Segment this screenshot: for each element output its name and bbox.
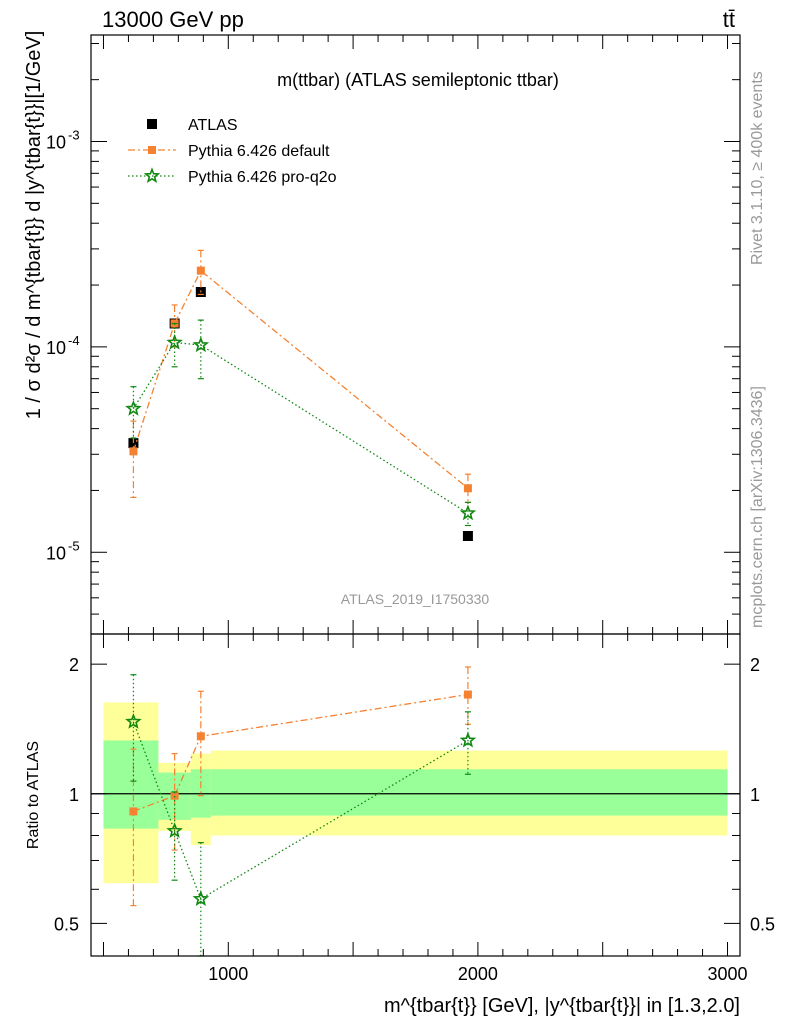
data-point xyxy=(192,890,210,906)
y-tick-label: 10 xyxy=(46,543,66,563)
y-tick-label-right: 0.5 xyxy=(750,914,775,934)
legend-marker xyxy=(148,146,156,154)
y-tick-label-exponent: -4 xyxy=(68,333,80,348)
data-point xyxy=(166,333,183,350)
main-y-axis-label: 1 / σ d²σ / d m^{tbar{t}} d |y^{tbar{t}}… xyxy=(23,31,45,420)
y-tick-label: 10 xyxy=(46,338,66,358)
x-tick-label: 2000 xyxy=(458,964,498,984)
main-title: m(ttbar) (ATLAS semileptonic ttbar) xyxy=(277,70,559,90)
y-tick-label: 10 xyxy=(46,132,66,152)
y-tick-label-right: 1 xyxy=(750,785,760,805)
series-line-0 xyxy=(133,693,469,813)
rivet-label: Rivet 3.1.10, ≥ 400k events xyxy=(749,71,766,265)
y-tick-label: 2 xyxy=(69,655,79,675)
x-tick-label: 3000 xyxy=(707,964,747,984)
legend-label: ATLAS xyxy=(188,117,238,134)
main-panel: 10-510-410-3 m(ttbar) (ATLAS semileptoni… xyxy=(23,31,741,635)
x-axis-label: m^{tbar{t}} [GeV], |y^{tbar{t}}| in [1.3… xyxy=(384,995,740,1017)
y-tick-label: 0.5 xyxy=(54,914,79,934)
data-point xyxy=(459,504,477,521)
data-point xyxy=(463,690,472,699)
ratio-panel: 0.5 0.5 1 1 2 2 1000 2000 3000 Ratio to ATLAS m^… xyxy=(25,633,775,1017)
data-point xyxy=(125,400,142,416)
ratio-y-axis-label: Ratio to ATLAS xyxy=(25,741,42,849)
x-tick-label: 1000 xyxy=(208,964,248,984)
y-tick-label-exponent: -5 xyxy=(68,538,80,553)
data-point xyxy=(196,732,205,741)
plot-frame xyxy=(90,633,741,957)
data-point xyxy=(129,807,138,816)
legend-label: Pythia 6.426 pro-q2o xyxy=(188,169,337,186)
process-label: tt̄ xyxy=(723,7,735,32)
legend-marker xyxy=(147,119,157,129)
data-point xyxy=(463,484,472,493)
legend: ATLAS Pythia 6.426 default Pythia 6.426 pr… xyxy=(128,117,337,186)
y-tick-label-exponent: -3 xyxy=(68,127,80,142)
watermark: ATLAS_2019_I1750330 xyxy=(341,591,490,607)
legend-marker xyxy=(143,167,161,184)
y-tick-label: 1 xyxy=(69,785,79,805)
data-point xyxy=(166,822,183,838)
energy-label: 13000 GeV pp xyxy=(102,7,244,32)
data-point xyxy=(462,531,473,542)
legend-label: Pythia 6.426 default xyxy=(188,143,330,160)
data-point xyxy=(125,713,142,729)
data-point xyxy=(129,447,138,456)
uncertainty-band-inner xyxy=(210,769,728,816)
data-point xyxy=(196,266,205,275)
series-line-1 xyxy=(132,269,469,489)
series-line-2 xyxy=(132,341,469,514)
series-line-1 xyxy=(132,721,469,900)
source-label: mcplots.cern.ch [arXiv:1306.3436] xyxy=(749,386,766,628)
data-point xyxy=(170,791,179,800)
y-tick-label-right: 2 xyxy=(750,655,760,675)
data-point xyxy=(459,731,477,748)
data-point xyxy=(192,336,210,353)
